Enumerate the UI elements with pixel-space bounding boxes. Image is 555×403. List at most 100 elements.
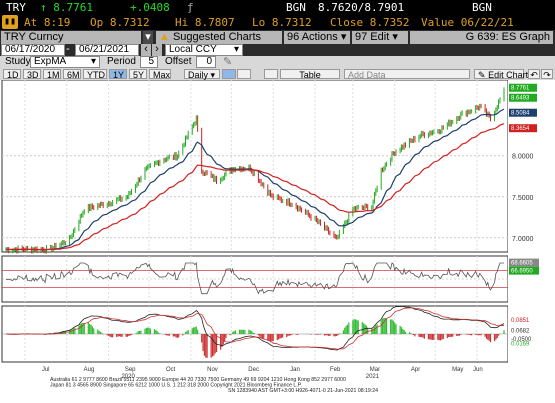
last-price: ↑ 8.7761 [40, 1, 93, 14]
x-axis-month-label: Mar [370, 367, 380, 373]
close-price: Close 8.7352 [330, 16, 410, 29]
end-date-field[interactable]: 06/21/2021 [75, 44, 139, 56]
range-button-6m[interactable]: 6M [63, 69, 81, 80]
ticker: TRY [6, 1, 26, 14]
chevron-down-icon: ▾ [210, 70, 216, 80]
footer-line: Japan 81 3 4565 8900 Singapore 65 6212 1… [50, 383, 302, 389]
frequency-select[interactable]: Daily ▾ [184, 69, 220, 80]
price-tag [509, 93, 537, 102]
x-axis-year-label: 2021 [366, 374, 380, 380]
undo-icon[interactable]: ↶ [528, 69, 540, 80]
graph-label: G 639: ES Graph [410, 31, 553, 44]
price-tag-text: 8.7761 [511, 86, 530, 92]
study-label: Study [5, 56, 31, 67]
value-date: Value 06/22/21 [421, 16, 514, 29]
macd-signal-line [6, 307, 505, 350]
range-button-3d[interactable]: 3D [23, 69, 41, 80]
range-button-ytd[interactable]: YTD [83, 69, 107, 80]
pencil-icon[interactable]: ✎ [223, 56, 233, 68]
quote-header: TRY ↑ 8.7761 +.0408 ƒ BGN 8.7620/8.7901 … [0, 0, 555, 16]
rsi-tag [509, 258, 539, 267]
prev-arrow-icon[interactable]: ‹ [141, 44, 151, 56]
x-axis-month-label: Oct [166, 367, 176, 373]
chevron-down-icon: ▾ [90, 56, 96, 67]
range-button-5y[interactable]: 5Y [129, 69, 147, 80]
edit-chart-icon: ✎ [478, 70, 486, 80]
macd-tag-text: 0.0682 [511, 328, 530, 334]
chevron-down-icon: ▾ [337, 31, 347, 43]
range-button-1m[interactable]: 1M [43, 69, 61, 80]
x-axis-year-label: 2020 [121, 374, 135, 380]
range-button-1d[interactable]: 1D [3, 69, 21, 80]
chart-type-candle-icon[interactable] [264, 69, 278, 79]
price-tag-text: 8.5084 [511, 111, 530, 117]
edit-chart-label: Edit Chart [488, 70, 529, 80]
x-axis-month-label: Aug [84, 367, 95, 373]
chart-type-line-icon[interactable] [222, 69, 236, 79]
chevron-down-icon[interactable]: ▾ [143, 31, 153, 44]
price-axis-label: 7.0000 [512, 236, 534, 243]
offset-label: Offset [165, 56, 192, 67]
menu-icon[interactable]: ▮▮ [2, 15, 18, 29]
x-axis-month-label: Nov [207, 367, 218, 373]
chart-type-bar-icon[interactable] [237, 69, 251, 79]
open-price: Op 8.7312 [90, 16, 150, 29]
x-axis-month-label: Jun [473, 367, 483, 373]
range-button-1y[interactable]: 1Y [109, 69, 127, 80]
pricing-source: BGN [472, 1, 492, 14]
tick-icon: ƒ [187, 1, 194, 14]
range-button-max[interactable]: Max [149, 69, 171, 80]
ema-slow-line [6, 123, 505, 251]
period-input[interactable]: 5 [140, 56, 158, 68]
macd-tag-text: 0.0851 [511, 318, 530, 324]
security-field[interactable]: TRY Curncy [1, 31, 141, 44]
price-tag [509, 124, 537, 133]
price-chart: 8.0000 7.5000 7.0000 8.7761 8.6493 8.5084 8.36… [1, 79, 555, 394]
quote-detail: ▮▮ At 8:19 Op 8.7312 Hi 8.7807 Lo 8.7312… [0, 15, 555, 30]
chart-area: 8.0000 7.5000 7.0000 8.7761 8.6493 8.5084 8.36… [0, 79, 555, 400]
study-select[interactable]: ExpMA ▾ [30, 56, 100, 68]
edit-chart-button[interactable]: ✎ Edit Chart [474, 69, 528, 80]
high-price: Hi 8.7807 [175, 16, 235, 29]
command-bar: TRY Curncy ▾ ▲ Suggested Charts 96 Actio… [0, 30, 555, 44]
price-tag [509, 108, 537, 117]
x-axis-month-label: Sep [125, 367, 136, 373]
macd-tag-text: -0.0500 [511, 337, 532, 343]
redo-icon[interactable]: ↷ [541, 69, 553, 80]
table-button[interactable]: Table [280, 69, 340, 80]
study-bar: Study ExpMA ▾ Period 5 Offset 0 ✎ [0, 56, 555, 68]
bid-source: BGN [286, 1, 306, 14]
x-axis-month-label: Apr [411, 367, 420, 373]
actions-icon: 96 [287, 31, 302, 43]
rsi-tag-text: 68.6605 [511, 261, 533, 267]
price-tag [509, 83, 537, 92]
add-data-field[interactable]: Add Data [344, 69, 470, 80]
frequency-value: Daily [188, 70, 209, 80]
bid-ask: 8.7620/8.7901 [318, 1, 405, 14]
rsi-line [6, 262, 504, 295]
next-arrow-icon[interactable]: › [152, 44, 162, 56]
price-axis-label: 8.0000 [512, 154, 534, 161]
rsi-tag [509, 266, 539, 275]
footer-line: Australia 61 2 9777 8600 Brazil 5511 239… [50, 377, 346, 383]
chevron-down-icon: ▾ [233, 44, 239, 55]
offset-input[interactable]: 0 [196, 56, 216, 68]
date-bar: 06/17/2020 - 06/21/2021 ‹ › Local CCY ▾ [0, 44, 555, 56]
chevron-down-icon: ▾ [389, 31, 398, 43]
edit-label: Edit [370, 31, 390, 43]
net-change: +.0408 [130, 1, 170, 14]
suggested-charts-button[interactable]: ▲ Suggested Charts [156, 31, 282, 44]
currency-select[interactable]: Local CCY ▾ [165, 44, 243, 56]
period-label: Period [107, 56, 136, 67]
actions-button[interactable]: 96 Actions ▾ [284, 31, 350, 44]
x-axis-month-label: Jul [42, 367, 50, 373]
start-date-field[interactable]: 06/17/2020 [1, 44, 65, 56]
footer-line: SN 1283940 AST GMT+3:00 H926-4071-0 21-J… [228, 388, 378, 394]
range-bar: 1D 3D 1M 6M YTD 1Y 5Y Max Daily ▾ Table Add Dat… [0, 68, 555, 80]
currency-value: Local CCY [169, 44, 217, 55]
price-tag-text: 8.3654 [511, 126, 530, 132]
edit-button[interactable]: 97 Edit ▾ [352, 31, 408, 44]
x-axis-month-label: Jan [290, 367, 300, 373]
macd-tag-text: 0.0169 [511, 342, 530, 348]
x-axis-month-label: Feb [330, 367, 341, 373]
